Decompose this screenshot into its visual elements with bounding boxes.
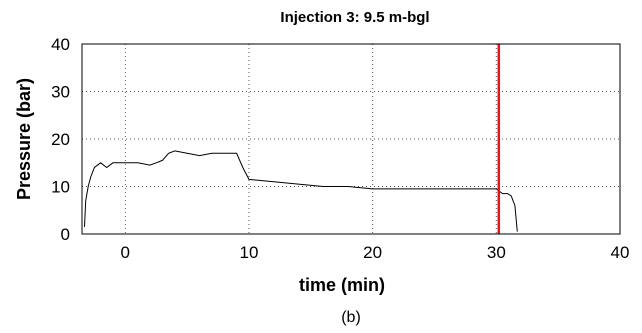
- x-tick-label: 10: [240, 243, 259, 262]
- x-tick-label: 30: [487, 243, 506, 262]
- x-tick-label: 40: [611, 243, 630, 262]
- x-tick-label: 0: [121, 243, 130, 262]
- y-tick-label: 40: [51, 35, 70, 54]
- chart-title: Injection 3: 9.5 m-bgl: [280, 9, 429, 26]
- y-tick-label: 0: [61, 225, 70, 244]
- pressure-series-line: [84, 150, 518, 232]
- y-tick-label: 30: [51, 83, 70, 102]
- y-tick-label: 20: [51, 130, 70, 149]
- plot-frame: [81, 43, 621, 235]
- y-tick-label: 10: [51, 178, 70, 197]
- x-axis-label: time (min): [299, 275, 385, 295]
- x-tick-labels: 0 10 20 30 40: [121, 243, 630, 262]
- y-tick-labels: 0 10 20 30 40: [51, 35, 70, 244]
- figure-caption: (b): [341, 309, 361, 326]
- grid-lines: [82, 44, 620, 234]
- x-tick-label: 20: [363, 243, 382, 262]
- y-axis-label: Pressure (bar): [14, 78, 34, 200]
